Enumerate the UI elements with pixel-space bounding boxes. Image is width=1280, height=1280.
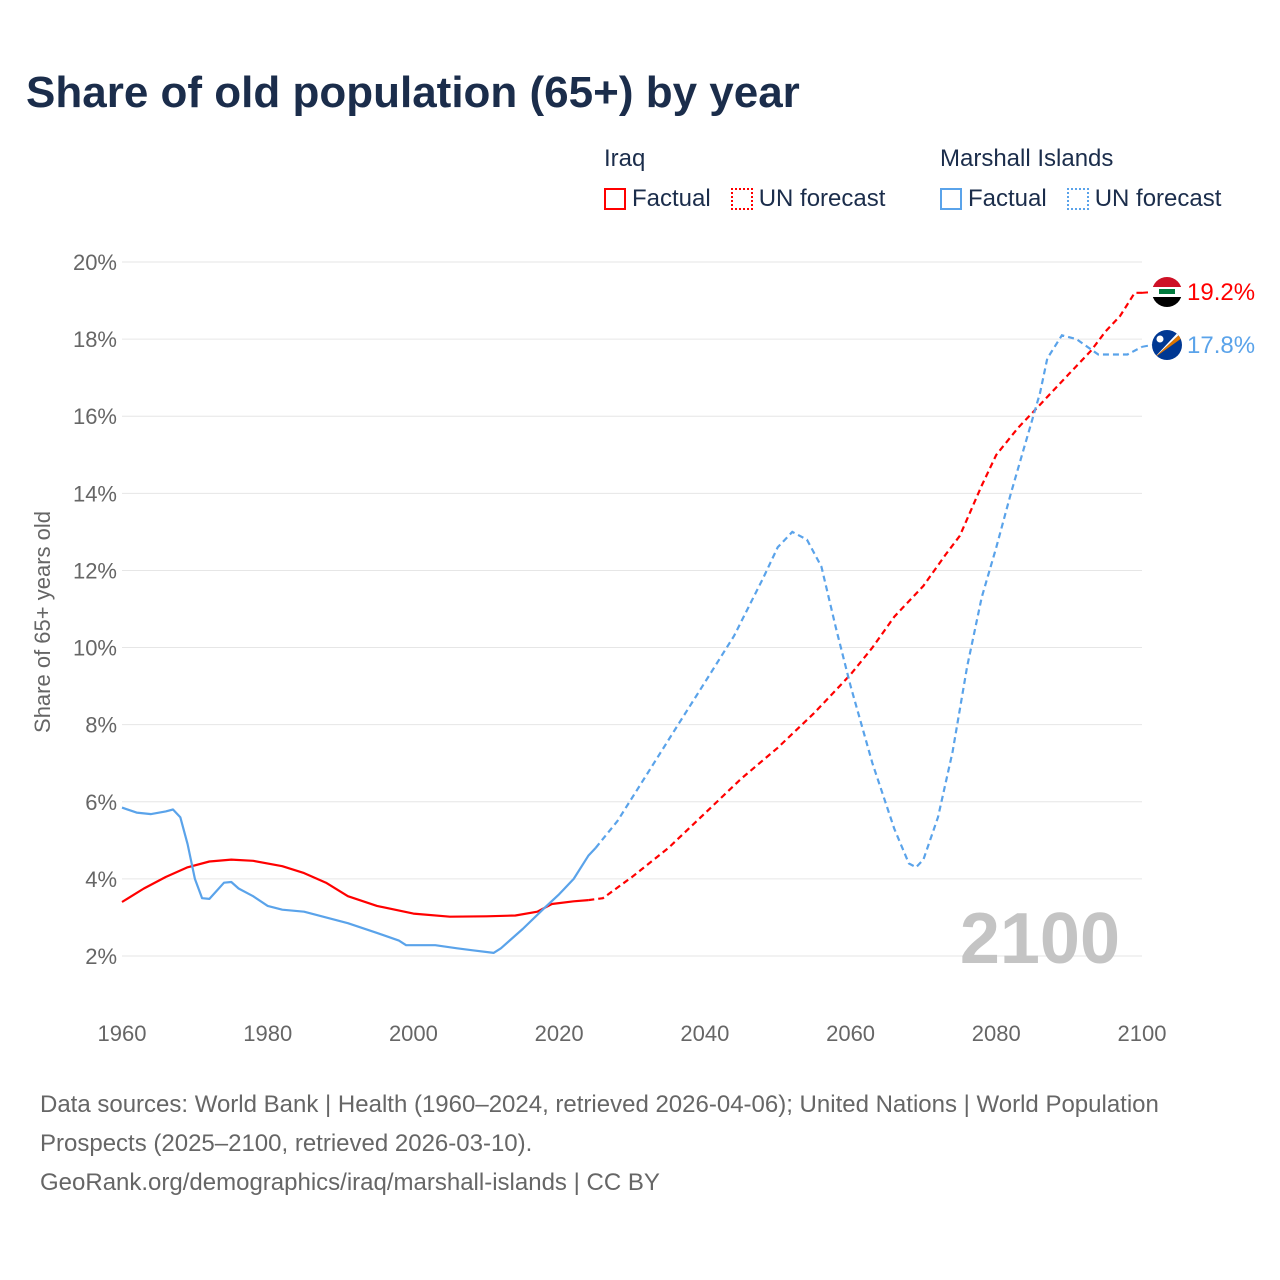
x-tick-label: 2020 [535, 1021, 584, 1046]
marshall-islands-flag-icon [1152, 330, 1182, 360]
footer: Data sources: World Bank | Health (1960–… [40, 1085, 1160, 1202]
y-tick-label: 20% [73, 250, 117, 275]
legend-marshall-forecast[interactable]: UN forecast [1066, 185, 1222, 213]
x-tick-label: 2100 [1118, 1021, 1167, 1046]
flag-emblem [1159, 289, 1175, 294]
flag-ray [1154, 330, 1182, 358]
legend-iraq-factual[interactable]: Factual [604, 185, 711, 213]
iraq-flag-icon [1152, 277, 1182, 307]
legend-swatch [1066, 188, 1089, 210]
marshall-islands-end-label: 17.8% [1187, 332, 1255, 359]
x-tick-label: 1980 [243, 1021, 292, 1046]
x-tick-label: 2040 [680, 1021, 729, 1046]
legend-swatch [940, 188, 962, 210]
y-axis-label: Share of 65+ years old [30, 511, 55, 733]
y-tick-label: 4% [85, 867, 117, 892]
marshall-islands-forecast-line [594, 334, 1143, 869]
flag-stripe [1152, 277, 1182, 287]
y-tick-label: 18% [73, 327, 117, 352]
end-connector [1141, 291, 1153, 294]
x-tick-label: 1960 [98, 1021, 147, 1046]
y-tick-label: 12% [73, 558, 117, 583]
legend-group-title: Iraq [604, 145, 646, 172]
legend-marshall-islands: Marshall Islands Factual UN forecast [940, 145, 1221, 213]
legend-label: UN forecast [758, 185, 886, 212]
source-link[interactable]: GeoRank.org/demographics/iraq/marshall-i… [40, 1169, 660, 1196]
y-tick-label: 14% [73, 481, 117, 506]
y-tick-label: 16% [73, 404, 117, 429]
data-sources: Data sources: World Bank | Health (1960–… [40, 1091, 1159, 1157]
year-watermark: 2100 [960, 899, 1120, 979]
flag-stripe [1152, 297, 1182, 307]
marshall-islands-factual-line [121, 806, 597, 955]
legend-swatch [730, 188, 753, 210]
legend-iraq: Iraq Factual UN forecast [604, 145, 885, 213]
y-tick-label: 2% [85, 944, 117, 969]
x-tick-label: 2060 [826, 1021, 875, 1046]
legend-label: Factual [632, 185, 711, 212]
flag-star [1156, 335, 1164, 343]
flag-body [1152, 277, 1182, 307]
legend-label: Factual [968, 185, 1047, 212]
flag-body [1152, 330, 1182, 360]
legend-swatch [604, 188, 626, 210]
y-tick-label: 8% [85, 713, 117, 738]
y-tick-label: 6% [85, 790, 117, 815]
iraq-end-label: 19.2% [1187, 279, 1255, 306]
end-connector [1141, 344, 1153, 348]
legend-label: UN forecast [1094, 185, 1222, 212]
x-tick-label: 2000 [389, 1021, 438, 1046]
legend-marshall-factual[interactable]: Factual [940, 185, 1047, 213]
x-tick-label: 2080 [972, 1021, 1021, 1046]
iraq-forecast-line [588, 291, 1142, 902]
legend-group-title: Marshall Islands [940, 145, 1114, 172]
y-tick-label: 10% [73, 636, 117, 661]
legend-iraq-forecast[interactable]: UN forecast [730, 185, 886, 213]
chart-title: Share of old population (65+) by year [26, 68, 800, 117]
